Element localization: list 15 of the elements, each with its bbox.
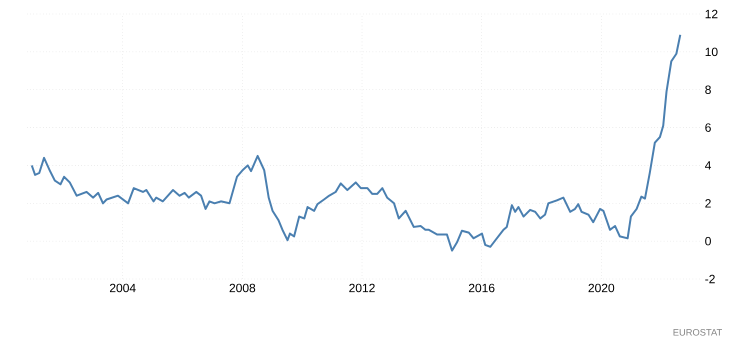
y-tick-label: -2 [705,274,715,284]
y-tick-label: 4 [704,161,712,170]
y-tick-label: 12 [706,10,718,18]
y-tick-label: 6 [705,123,711,132]
y-tick-label: 10 [706,48,718,56]
x-tick-label: 2016 [468,284,494,292]
x-tick-label: 2020 [588,284,614,292]
y-tick-label: 0 [705,236,711,246]
line-series [30,34,682,252]
text: EUROSTAT [674,329,722,336]
x-tick-label: 2012 [349,284,375,292]
y-tick-label: 8 [705,85,711,94]
x-tick-label: 2004 [110,284,136,292]
y-tick-label: 2 [705,199,711,208]
x-tick-label: 2008 [230,284,256,292]
